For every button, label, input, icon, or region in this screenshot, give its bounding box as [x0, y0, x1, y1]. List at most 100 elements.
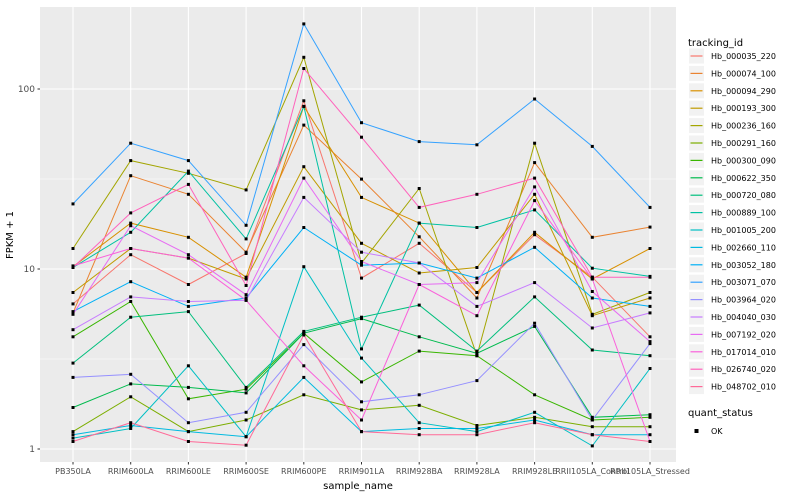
legend2-key-point — [694, 429, 699, 433]
data-point-Hb_000300_090 — [475, 354, 479, 358]
legend-entry: Hb_000035_220 — [689, 48, 776, 64]
data-point-Hb_003052_180 — [590, 296, 594, 300]
data-point-Hb_000300_090 — [71, 335, 75, 339]
data-point-Hb_000193_300 — [533, 192, 537, 196]
data-point-Hb_026740_020 — [244, 284, 248, 287]
data-point-Hb_000889_100 — [129, 230, 133, 234]
data-point-Hb_004040_030 — [648, 311, 652, 315]
data-point-Hb_003964_020 — [475, 379, 479, 383]
data-point-Hb_000720_080 — [186, 310, 190, 314]
data-point-Hb_003071_070 — [71, 202, 75, 206]
data-point-Hb_026740_020 — [360, 135, 363, 139]
data-point-Hb_000193_300 — [244, 277, 248, 281]
data-point-Hb_017014_010 — [360, 418, 363, 422]
data-point-Hb_000236_160 — [71, 247, 75, 250]
legend-entry: Hb_000193_300 — [689, 100, 776, 116]
x-tick-label: RRIM600LE — [166, 467, 211, 476]
legend2-entry-label: OK — [711, 427, 723, 436]
data-point-Hb_000193_300 — [71, 291, 75, 294]
legend-entry: Hb_026740_020 — [689, 361, 776, 377]
x-tick-label: RRIM600SE — [223, 467, 269, 476]
data-point-Hb_048702_010 — [475, 433, 479, 437]
data-point-Hb_002660_110 — [302, 375, 306, 379]
legend-entry-label: Hb_000889_100 — [711, 209, 776, 218]
data-point-Hb_004040_030 — [129, 295, 133, 299]
data-point-Hb_000236_160 — [302, 55, 306, 59]
data-point-Hb_003964_020 — [417, 393, 421, 397]
data-point-Hb_003071_070 — [244, 223, 248, 227]
data-point-Hb_001005_200 — [186, 364, 190, 368]
data-point-Hb_003071_070 — [129, 141, 133, 145]
y-tick-label: 100 — [18, 85, 35, 95]
data-point-Hb_003071_070 — [186, 159, 190, 163]
legend-entry-label: Hb_000236_160 — [711, 122, 776, 131]
plot-panel — [40, 7, 676, 462]
data-point-Hb_001005_200 — [417, 421, 421, 425]
data-point-Hb_000094_290 — [129, 221, 133, 225]
data-point-Hb_000074_100 — [186, 192, 190, 196]
data-point-Hb_000035_220 — [417, 241, 421, 245]
data-point-Hb_003071_070 — [302, 22, 306, 26]
data-point-Hb_000193_300 — [360, 241, 363, 245]
x-tick-label: RRIM928BA — [396, 467, 443, 476]
data-point-Hb_000074_100 — [590, 235, 594, 239]
data-point-Hb_007192_020 — [129, 224, 133, 228]
legend-entry: Hb_000889_100 — [689, 205, 776, 221]
data-point-Hb_000291_160 — [648, 425, 652, 429]
data-point-Hb_007192_020 — [71, 312, 75, 316]
data-point-Hb_000720_080 — [590, 348, 594, 352]
data-point-Hb_000622_350 — [475, 351, 479, 355]
data-point-Hb_004040_030 — [360, 250, 363, 254]
data-point-Hb_000300_090 — [533, 393, 537, 397]
data-point-Hb_003964_020 — [129, 372, 133, 376]
data-point-Hb_048702_010 — [129, 421, 133, 425]
data-point-Hb_003052_180 — [475, 276, 479, 280]
data-point-Hb_003964_020 — [360, 400, 363, 404]
data-point-Hb_000720_080 — [71, 361, 75, 365]
data-point-Hb_000074_100 — [129, 174, 133, 178]
data-point-Hb_000035_220 — [648, 335, 652, 339]
data-point-Hb_003052_180 — [302, 226, 306, 229]
data-point-Hb_000291_160 — [302, 393, 306, 397]
data-point-Hb_048702_010 — [71, 440, 75, 443]
data-point-Hb_004040_030 — [302, 195, 306, 199]
legend-entry: Hb_004040_030 — [689, 309, 776, 325]
legend-entry: Hb_000074_100 — [689, 65, 776, 81]
data-point-Hb_001005_200 — [71, 436, 75, 440]
data-point-Hb_002660_110 — [129, 424, 133, 427]
data-point-Hb_000094_290 — [360, 195, 363, 199]
data-point-Hb_000236_160 — [648, 291, 652, 294]
data-point-Hb_000035_220 — [186, 283, 190, 286]
legend-entry-label: Hb_003071_070 — [711, 278, 776, 287]
data-point-Hb_000720_080 — [360, 315, 363, 319]
data-point-Hb_000193_300 — [302, 165, 306, 169]
data-point-Hb_003964_020 — [590, 418, 594, 422]
data-point-Hb_001005_200 — [648, 367, 652, 370]
x-tick-label: PB350LA — [55, 467, 91, 476]
data-point-Hb_000622_350 — [648, 413, 652, 417]
data-point-Hb_003052_180 — [360, 263, 363, 267]
data-point-Hb_000889_100 — [360, 347, 363, 351]
legend-entry-label: Hb_000291_160 — [711, 139, 776, 148]
data-point-Hb_000622_350 — [302, 331, 306, 335]
data-point-Hb_048702_010 — [590, 433, 594, 437]
data-point-Hb_017014_010 — [475, 314, 479, 318]
data-point-Hb_000193_300 — [648, 296, 652, 300]
data-point-Hb_026740_020 — [71, 266, 75, 269]
data-point-Hb_003052_180 — [186, 304, 190, 308]
data-point-Hb_048702_010 — [186, 440, 190, 443]
data-point-Hb_003071_070 — [417, 140, 421, 144]
legend-entry-label: Hb_000300_090 — [711, 156, 776, 165]
data-point-Hb_000889_100 — [533, 208, 537, 212]
legend-entry-label: Hb_002660_110 — [711, 243, 776, 252]
data-point-Hb_007192_020 — [533, 185, 537, 189]
data-point-Hb_000236_160 — [533, 141, 537, 145]
y-tick-label: 1 — [29, 445, 35, 455]
data-point-Hb_000074_100 — [533, 161, 537, 165]
data-point-Hb_000720_080 — [244, 385, 248, 389]
data-point-Hb_004040_030 — [590, 326, 594, 330]
data-point-Hb_026740_020 — [475, 192, 479, 196]
legend-entry: Hb_000720_080 — [689, 187, 776, 203]
data-point-Hb_001005_200 — [475, 430, 479, 434]
